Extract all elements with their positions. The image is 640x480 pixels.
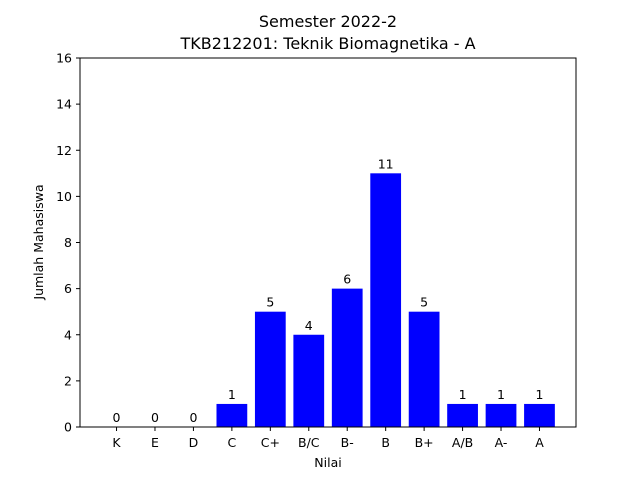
x-tick-label: A- xyxy=(495,435,508,450)
x-tick-label: A/B xyxy=(452,435,473,450)
bar-C xyxy=(216,403,248,427)
bar-Cplus xyxy=(254,311,286,427)
bars-group xyxy=(216,173,555,427)
y-tick-label: 14 xyxy=(56,97,72,112)
y-tick-label: 10 xyxy=(56,189,72,204)
x-tick-label: C+ xyxy=(261,435,280,450)
x-tick-label: D xyxy=(189,435,199,450)
data-label: 1 xyxy=(228,387,236,402)
bar-B xyxy=(370,173,402,427)
y-axis: 0 2 4 6 8 10 12 14 16 xyxy=(56,51,80,435)
y-tick-label: 4 xyxy=(64,327,72,342)
chart-title-line2: TKB212201: Teknik Biomagnetika - A xyxy=(179,34,475,53)
bar-Aminus xyxy=(485,403,517,427)
data-label: 0 xyxy=(113,410,121,425)
data-label: 6 xyxy=(343,272,351,287)
x-tick-label: B/C xyxy=(298,435,320,450)
x-tick-label: B- xyxy=(341,435,354,450)
data-label: 1 xyxy=(497,387,505,402)
data-label: 1 xyxy=(459,387,467,402)
y-tick-label: 8 xyxy=(64,235,72,250)
data-label: 5 xyxy=(420,295,428,310)
y-axis-label: Jumlah Mahasiswa xyxy=(31,184,46,300)
bar-Bplus xyxy=(408,311,440,427)
bar-A xyxy=(524,403,555,427)
x-tick-label: K xyxy=(112,435,121,450)
bar-BC xyxy=(293,334,325,427)
y-tick-label: 16 xyxy=(56,51,72,66)
y-tick-label: 12 xyxy=(56,143,72,158)
x-tick-label: B+ xyxy=(415,435,434,450)
x-tick-label: E xyxy=(151,435,159,450)
x-tick-label: A xyxy=(535,435,544,450)
data-label: 11 xyxy=(378,156,394,171)
data-label: 0 xyxy=(189,410,197,425)
y-tick-label: 6 xyxy=(64,281,72,296)
bar-Bminus xyxy=(331,288,363,427)
x-axis-label: Nilai xyxy=(314,455,341,470)
plot-frame xyxy=(79,57,577,428)
data-label: 0 xyxy=(151,410,159,425)
data-label: 4 xyxy=(305,318,313,333)
y-tick-label: 2 xyxy=(64,373,72,388)
bar-AB xyxy=(447,403,478,427)
data-label: 1 xyxy=(535,387,543,402)
x-tick-label: B xyxy=(381,435,390,450)
x-tick-label: C xyxy=(228,435,237,450)
data-label: 5 xyxy=(266,295,274,310)
y-tick-label: 0 xyxy=(64,420,72,435)
chart-title-line1: Semester 2022-2 xyxy=(259,12,397,31)
x-axis: K E D C C+ B/C B- B B+ A/B A- A xyxy=(112,427,544,450)
